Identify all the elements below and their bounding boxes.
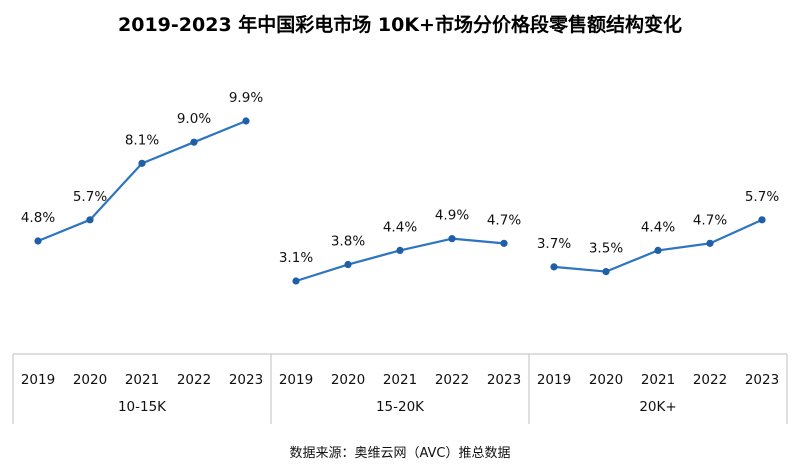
data-point <box>654 246 662 255</box>
data-source-note: 数据来源：奥维云网（AVC）推总数据 <box>289 446 511 461</box>
data-label: 3.5% <box>589 241 623 257</box>
data-label: 4.8% <box>21 210 55 226</box>
x-tick-label: 2022 <box>177 372 211 388</box>
x-tick-label: 2023 <box>487 372 521 388</box>
x-tick-label: 2021 <box>125 372 159 388</box>
data-point <box>602 267 610 276</box>
data-label: 5.7% <box>745 189 779 205</box>
chart-title: 2019-2023 年中国彩电市场 10K+市场分价格段零售额结构变化 <box>118 14 682 36</box>
x-tick-label: 2020 <box>331 372 365 388</box>
data-point <box>500 239 508 247</box>
data-label: 8.1% <box>125 132 159 148</box>
data-label: 4.7% <box>693 212 727 228</box>
x-tick-label: 2022 <box>693 372 727 388</box>
data-point <box>758 216 766 224</box>
data-label: 4.7% <box>487 212 521 228</box>
data-point <box>34 237 42 245</box>
data-point <box>190 138 198 146</box>
data-point <box>138 159 146 167</box>
x-tick-label: 2023 <box>229 372 263 388</box>
data-point <box>396 246 404 255</box>
x-tick-label: 2023 <box>745 372 779 388</box>
x-tick-label: 2021 <box>383 372 417 388</box>
group-label: 15-20K <box>376 399 425 415</box>
x-tick-label: 2020 <box>589 372 623 388</box>
x-tick-label: 2019 <box>279 372 313 388</box>
x-tick-label: 2019 <box>537 372 571 388</box>
data-point <box>292 277 300 285</box>
data-label: 9.9% <box>229 90 263 106</box>
data-label: 3.7% <box>537 236 571 252</box>
group-label: 20K+ <box>639 399 676 415</box>
data-point <box>706 239 714 247</box>
data-point <box>86 216 94 224</box>
data-point <box>344 260 352 269</box>
data-point <box>550 263 558 271</box>
x-tick-label: 2022 <box>435 372 469 388</box>
x-tick-label: 2021 <box>641 372 675 388</box>
data-label: 5.7% <box>73 189 107 205</box>
data-point <box>448 235 456 243</box>
x-tick-label: 2020 <box>73 372 107 388</box>
data-label: 4.4% <box>641 219 675 235</box>
data-label: 3.1% <box>279 250 313 266</box>
data-label: 9.0% <box>177 111 211 127</box>
x-tick-label: 2019 <box>21 372 55 388</box>
data-label: 4.4% <box>383 219 417 235</box>
data-label: 4.9% <box>435 208 469 224</box>
data-point <box>242 117 250 125</box>
series-line-15-20k <box>295 237 505 283</box>
data-label: 3.8% <box>331 234 365 250</box>
group-label: 10-15K <box>118 399 167 415</box>
